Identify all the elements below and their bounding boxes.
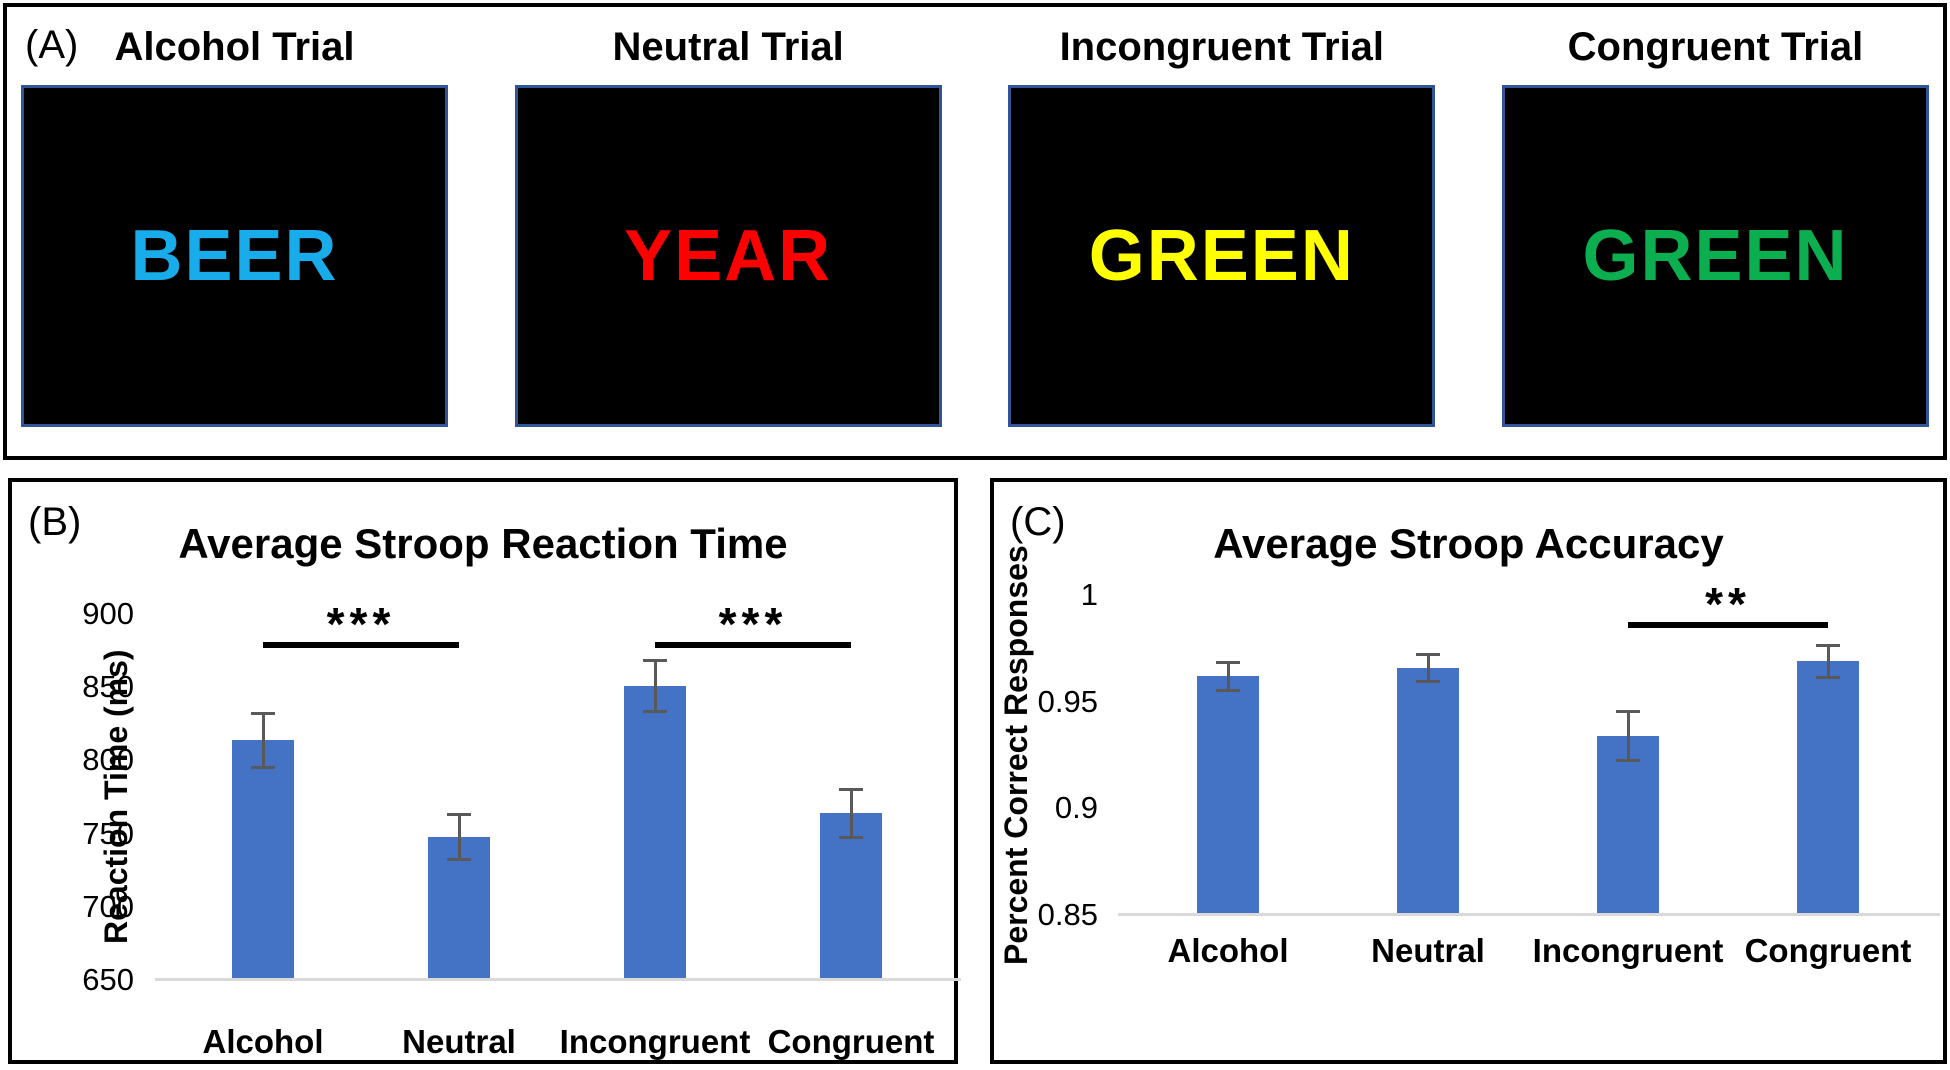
significance-stars: *** bbox=[326, 597, 396, 650]
error-bar bbox=[849, 788, 853, 838]
category-label: Incongruent bbox=[559, 1023, 751, 1060]
error-cap-bottom bbox=[1616, 759, 1640, 763]
bar-alcohol bbox=[1197, 676, 1259, 913]
y-tick-label: 1 bbox=[1080, 577, 1098, 612]
stroop-word-green-green: GREEN bbox=[1582, 216, 1849, 296]
category-label: Congruent bbox=[767, 1023, 935, 1060]
panel-b-label: (B) bbox=[28, 500, 82, 544]
error-cap-bottom bbox=[643, 710, 667, 714]
y-tick-label: 0.9 bbox=[1054, 790, 1098, 826]
significance-stars: ** bbox=[1705, 577, 1751, 630]
stroop-word-year: YEAR bbox=[624, 216, 833, 296]
bar-incongruent bbox=[624, 685, 686, 978]
panel-b-reaction-time-chart: (B) Average Stroop Reaction Time Reactio… bbox=[8, 478, 961, 1064]
error-cap-bottom bbox=[251, 765, 275, 769]
stroop-word-beer: BEER bbox=[130, 216, 339, 296]
y-axis-ticks: 900 850 800 750 700 650 bbox=[12, 596, 134, 997]
bar-congruent bbox=[820, 813, 882, 978]
trials-row: Alcohol Trial BEER Neutral Trial YEAR In… bbox=[7, 7, 1943, 427]
bar-neutral bbox=[1397, 667, 1459, 913]
error-bar bbox=[1426, 652, 1430, 683]
panel-c-accuracy-chart: (C) Average Stroop Accuracy Percent Corr… bbox=[990, 478, 1947, 1064]
y-tick-label: 0.95 bbox=[1037, 683, 1098, 719]
category-label: Congruent bbox=[1744, 932, 1912, 969]
stimulus-screen-neutral: YEAR bbox=[514, 85, 942, 427]
significance-stars: *** bbox=[718, 597, 788, 650]
x-axis-line bbox=[155, 978, 961, 981]
category-label: Alcohol bbox=[1167, 932, 1289, 969]
category-label: Incongruent bbox=[1532, 932, 1724, 969]
error-bar bbox=[261, 712, 265, 768]
error-bar bbox=[457, 813, 461, 860]
stimulus-screen-congruent: GREEN bbox=[1501, 85, 1929, 427]
plot-area: Alcohol Neutral Incongruent Congruent *** *** bbox=[155, 601, 961, 1060]
error-cap-bottom bbox=[447, 857, 471, 861]
chart-title-reaction-time: Average Stroop Reaction Time bbox=[178, 520, 788, 567]
error-cap-top bbox=[1816, 644, 1840, 648]
panel-a-label: (A) bbox=[25, 23, 79, 67]
y-tick-label: 0.85 bbox=[1037, 897, 1098, 932]
error-cap-top bbox=[839, 788, 863, 792]
error-cap-top bbox=[447, 813, 471, 817]
panel-a-stimuli: (A) Alcohol Trial BEER Neutral Trial YEA… bbox=[3, 3, 1947, 460]
trial-congruent: Congruent Trial GREEN bbox=[1501, 19, 1929, 427]
y-axis-ticks: 1 0.95 0.9 0.85 bbox=[994, 577, 1098, 932]
y-tick-label: 900 bbox=[82, 596, 134, 631]
bar-alcohol bbox=[232, 739, 294, 978]
panel-c-label: (C) bbox=[1010, 500, 1066, 544]
stimulus-screen-incongruent: GREEN bbox=[1008, 85, 1436, 427]
error-cap-bottom bbox=[839, 835, 863, 839]
error-cap-top bbox=[251, 712, 275, 716]
y-tick-label: 750 bbox=[82, 815, 134, 851]
significance-line bbox=[1628, 621, 1828, 628]
bar-incongruent bbox=[1597, 735, 1659, 913]
error-cap-bottom bbox=[1216, 689, 1240, 692]
stimulus-screen-alcohol: BEER bbox=[21, 85, 448, 427]
trial-alcohol: Alcohol Trial BEER bbox=[21, 19, 448, 427]
category-label: Neutral bbox=[402, 1023, 516, 1060]
trial-title-incongruent: Incongruent Trial bbox=[1059, 25, 1385, 69]
y-tick-label: 850 bbox=[82, 669, 134, 705]
trial-title-congruent: Congruent Trial bbox=[1567, 25, 1864, 69]
error-cap-top bbox=[643, 659, 667, 663]
error-cap-top bbox=[1416, 652, 1440, 656]
plot-area: Alcohol Neutral Incongruent Congruent ** bbox=[1118, 581, 1940, 969]
category-label: Alcohol bbox=[202, 1023, 324, 1060]
trial-incongruent: Incongruent Trial GREEN bbox=[1008, 19, 1436, 427]
y-tick-label: 650 bbox=[82, 962, 134, 997]
error-bar bbox=[653, 659, 657, 713]
error-cap-bottom bbox=[1816, 676, 1840, 680]
error-bar bbox=[1626, 710, 1630, 762]
category-label: Neutral bbox=[1371, 932, 1485, 969]
trial-neutral: Neutral Trial YEAR bbox=[514, 19, 942, 427]
trial-title-neutral: Neutral Trial bbox=[612, 25, 844, 69]
error-bar bbox=[1826, 644, 1830, 679]
y-tick-label: 800 bbox=[82, 742, 134, 778]
error-cap-top bbox=[1216, 661, 1240, 665]
x-axis-line bbox=[1118, 913, 1940, 916]
bar-congruent bbox=[1797, 661, 1859, 913]
significance-line bbox=[263, 641, 459, 648]
chart-title-accuracy: Average Stroop Accuracy bbox=[1213, 520, 1724, 567]
error-bar bbox=[1226, 661, 1230, 691]
trial-title-alcohol: Alcohol Trial bbox=[114, 25, 355, 69]
significance-line bbox=[655, 641, 851, 648]
y-tick-label: 700 bbox=[82, 888, 134, 924]
stroop-word-green-yellow: GREEN bbox=[1088, 216, 1355, 296]
error-cap-top bbox=[1616, 710, 1640, 714]
error-cap-bottom bbox=[1416, 680, 1440, 684]
